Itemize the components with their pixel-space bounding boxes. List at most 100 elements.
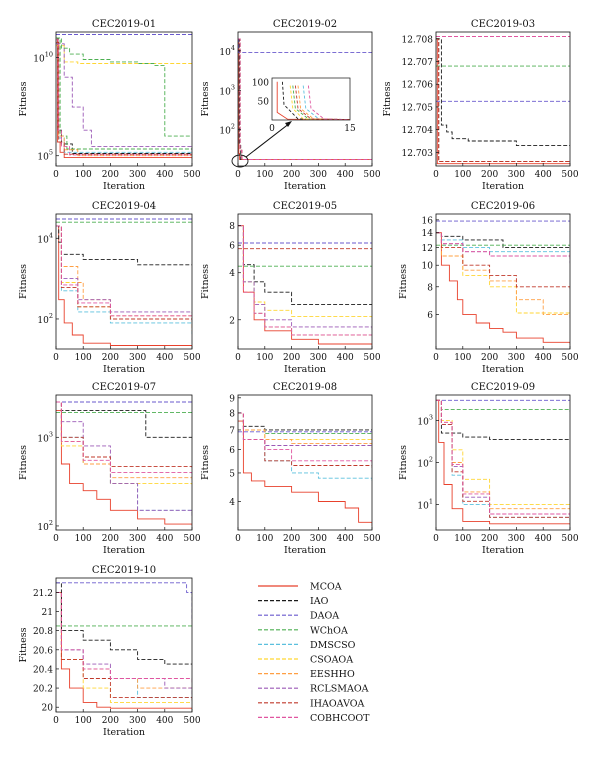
series-group [436, 399, 570, 525]
legend-label-ihaoavoa: IHAOAVOA [310, 698, 365, 709]
x-tick-label: 500 [183, 534, 200, 544]
y-tick-label: 12.705 [402, 103, 434, 113]
y-tick-base: 10 [417, 417, 429, 427]
series-line-iao [56, 225, 192, 266]
series-line-dmscso [436, 232, 570, 253]
y-tick-label: 14 [422, 229, 434, 239]
x-tick-label: 300 [129, 716, 146, 726]
chart-panel-4: CEC2019-040 100 200 300 400 500102104Iteratio… [18, 201, 201, 375]
y-tick-label: 20.4 [33, 665, 53, 675]
series-line-mcoa [56, 37, 192, 159]
x-tick-label: 300 [310, 534, 327, 544]
x-tick-label: 0 [235, 534, 241, 544]
y-tick-exponent: 4 [49, 231, 53, 239]
y-tick-exponent: 2 [429, 456, 433, 464]
series-line-rclsmaoa [436, 399, 570, 518]
y-axis-label: Fitness [200, 264, 211, 299]
y-tick-label: 6 [427, 311, 433, 321]
series-group [56, 218, 192, 348]
x-tick-label: 400 [156, 170, 173, 180]
series-group [56, 34, 192, 159]
legend-label-rclsmaoa: RCLSMAOA [310, 684, 369, 695]
x-tick-label: 100 [75, 716, 92, 726]
series-line-eeshho [56, 591, 192, 689]
plot-frame [55, 394, 193, 531]
x-tick-label: 200 [283, 353, 300, 363]
chart-title: CEC2019-01 [92, 19, 156, 30]
x-tick-label: 200 [102, 353, 119, 363]
chart-panel-2: CEC2019-020 100 200 300 400 500102103104Itera… [200, 19, 381, 192]
series-line-ihaoavoa [56, 401, 192, 468]
series-line-eeshho [56, 401, 192, 480]
y-tick-exponent: 2 [49, 519, 53, 527]
y-tick-base: 10 [37, 523, 49, 533]
y-axis-label: Fitness [18, 264, 29, 299]
x-tick-label: 300 [508, 353, 525, 363]
inset-y-tick-label: 50 [258, 97, 270, 107]
y-tick-label: 2 [229, 316, 235, 326]
series-line-csoaoa [436, 399, 570, 509]
series-line-dmscso [56, 591, 192, 703]
x-axis-label: Iteration [284, 364, 326, 375]
x-tick-label: 0 [53, 170, 59, 180]
y-tick-label: 103 [37, 430, 53, 444]
series-line-cobhcoot [436, 232, 570, 257]
inset-x-tick-label: 0 [269, 124, 275, 134]
y-tick-label: 20.6 [33, 646, 53, 656]
y-axis-label: Fitness [18, 445, 29, 480]
y-tick-label: 12.704 [402, 126, 434, 136]
series-line-dmscso [436, 38, 570, 162]
inset-x-tick-label: 15 [344, 124, 356, 134]
legend-label-cobhcoot: COBHCOOT [310, 713, 370, 724]
series-group [238, 225, 372, 347]
plot-frame [435, 213, 571, 350]
series-line-iao [56, 401, 192, 438]
inset-series-line-ihaoavoa [294, 85, 351, 121]
x-tick-label: 100 [75, 534, 92, 544]
series-line-cobhcoot [238, 412, 372, 466]
series-line-ihaoavoa [56, 591, 192, 703]
y-tick-base: 10 [417, 460, 429, 470]
series-line-mcoa [238, 225, 372, 347]
y-tick-label: 102 [219, 123, 235, 137]
x-tick-label: 200 [283, 170, 300, 180]
chart-panel-1: CEC2019-010 100 200 300 400 5001051010Iterati… [18, 19, 201, 192]
y-tick-label: 105 [37, 149, 53, 163]
series-group [56, 582, 192, 709]
y-tick-label: 103 [417, 413, 433, 427]
y-tick-label: 7 [229, 426, 235, 436]
y-tick-label: 1010 [33, 51, 53, 65]
x-tick-label: 200 [481, 534, 498, 544]
chart-panel-10: CEC2019-10 0 100 200 300 400 500 20 20.2 20.4 20.6… [18, 565, 201, 738]
inset-frame [271, 77, 351, 121]
y-tick-label: 20.8 [33, 627, 53, 637]
series-line-eeshho [436, 232, 570, 318]
chart-title: CEC2019-02 [273, 19, 337, 30]
series-line-ihaoavoa [436, 399, 570, 522]
series-line-rclsmaoa [56, 225, 192, 314]
y-axis-label: Fitness [18, 627, 29, 662]
series-line-csoaoa [56, 45, 192, 64]
series-line-eeshho [436, 38, 570, 162]
y-tick-label: 103 [219, 83, 235, 97]
series-line-eeshho [56, 43, 192, 157]
series-line-dmscso [436, 399, 570, 520]
x-tick-label: 200 [102, 716, 119, 726]
series-line-ihaoavoa [56, 225, 192, 321]
y-tick-base: 10 [417, 502, 429, 512]
x-tick-label: 100 [256, 353, 273, 363]
series-line-ihaoavoa [436, 38, 570, 162]
series-line-wchoa [436, 399, 570, 412]
y-axis-label: Fitness [398, 445, 409, 480]
y-tick-label: 12 [422, 244, 433, 254]
series-line-cobhcoot [238, 38, 372, 160]
y-tick-exponent: 2 [231, 123, 235, 131]
x-tick-label: 300 [129, 534, 146, 544]
x-tick-label: 500 [183, 716, 200, 726]
y-tick-label: 102 [37, 312, 53, 326]
chart-panel-5: CEC2019-05 0 100 200 300 400 500 2 4 6 8 Iteration F… [200, 201, 381, 375]
x-tick-label: 200 [481, 353, 498, 363]
series-line-dmscso [238, 225, 372, 338]
series-line-cobhcoot [56, 401, 192, 478]
